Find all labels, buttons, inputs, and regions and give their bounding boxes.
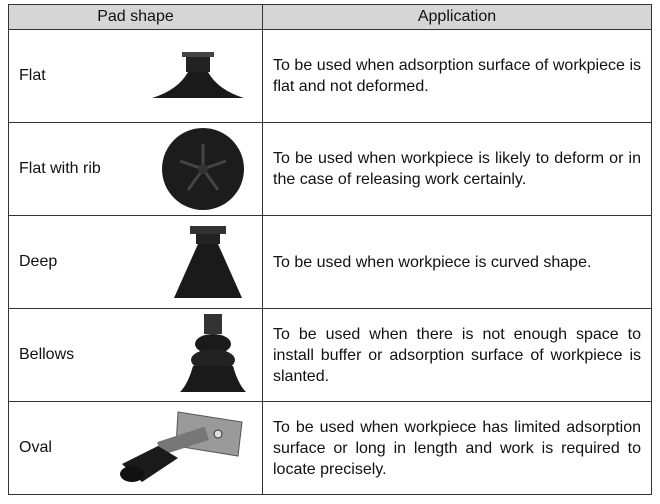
shape-name: Deep [19, 253, 58, 270]
row: Deep To be used when workpiece is curved… [8, 215, 652, 309]
row: Flat with rib To be used when workpiece … [8, 122, 652, 216]
row: Oval To be used when workpiece has limit… [8, 401, 652, 495]
rib-pad-icon [162, 128, 244, 210]
flat-pad-icon [152, 52, 244, 98]
header-cell: Pad shape [8, 4, 263, 30]
application-cell: To be used when workpiece has limited ad… [262, 401, 652, 495]
application-cell: To be used when workpiece is likely to d… [262, 122, 652, 216]
shape-cell: Flat with rib [8, 122, 263, 216]
shape-cell: Flat [8, 29, 263, 123]
header-row: Pad shape Application [8, 4, 652, 30]
row: Flat To be used when adsorption surface … [8, 29, 652, 123]
application-cell: To be used when adsorption surface of wo… [262, 29, 652, 123]
oval-pad-icon [120, 411, 243, 482]
header-cell: Application [262, 4, 652, 30]
shape-name: Flat with rib [19, 160, 101, 177]
shape-name: Oval [19, 439, 52, 456]
application-cell: To be used when workpiece is curved shap… [262, 215, 652, 309]
shape-cell: Deep [8, 215, 263, 309]
bellows-pad-icon [180, 314, 246, 392]
application-cell: To be used when there is not enough spac… [262, 308, 652, 402]
shape-cell: Bellows [8, 308, 263, 402]
pad-table: Pad shape Application Flat To be used wh… [8, 4, 652, 495]
shape-cell: Oval [8, 401, 263, 495]
shape-name: Flat [19, 67, 46, 84]
row: Bellows To be used when there is not eno… [8, 308, 652, 402]
deep-pad-icon [174, 226, 242, 298]
shape-name: Bellows [19, 346, 75, 363]
